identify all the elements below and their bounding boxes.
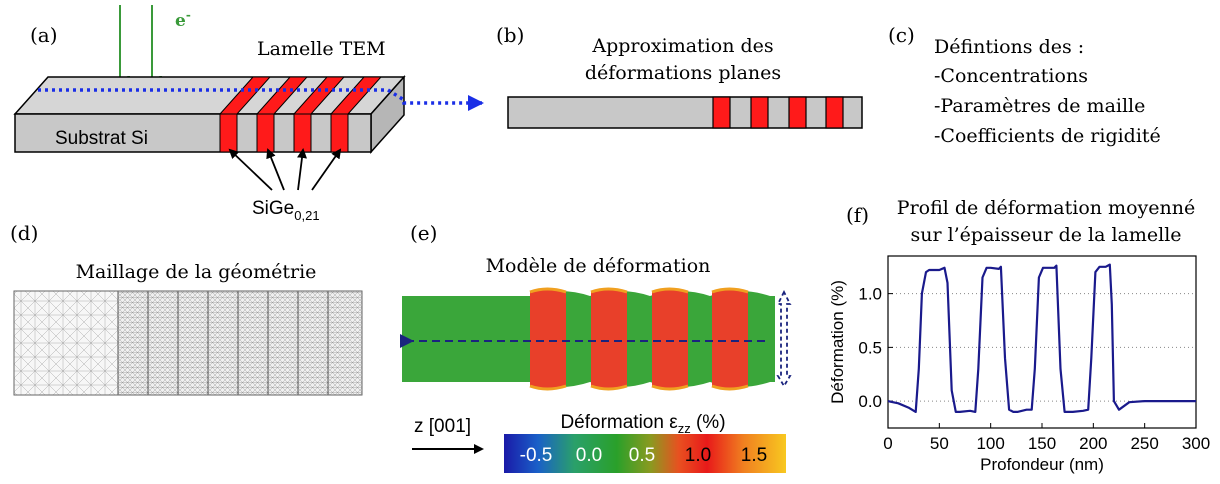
sige-label: SiGe0,21: [252, 198, 320, 223]
x-tick-label-6: 300: [1182, 434, 1210, 453]
strain-edge-4: [711, 287, 749, 294]
plane-strain-bar: [507, 96, 863, 129]
strain-layer-4: [712, 289, 748, 389]
colorbar: [504, 434, 786, 473]
panel-f-tag: (f): [846, 203, 869, 227]
mesh-texture-layers: [118, 291, 362, 395]
sige-front-1: [219, 113, 238, 153]
sige-layers-a: [218, 76, 383, 153]
strain-profile-line: [887, 263, 1196, 413]
panel-e-tag: (e): [410, 221, 437, 245]
x-tick-label-3: 150: [1028, 434, 1056, 453]
panel-f-title-1: Profil de déformation moyenné: [897, 197, 1195, 219]
panel-f-title-2: sur l’épaisseur de la lamelle: [910, 224, 1181, 246]
strain-edge-8: [711, 384, 749, 391]
sige-pointer-1: [228, 148, 273, 191]
mesh-interfaces: [117, 291, 329, 395]
x-tick-label-1: 50: [930, 434, 949, 453]
strain-edge-5: [529, 384, 567, 391]
panel-c-line-4: -Coefficients de rigidité: [934, 125, 1161, 147]
y-tick-label-0: 0.0: [858, 392, 882, 411]
panel-b: (b) Approximation des déformations plane…: [496, 23, 863, 129]
panel-d-title: Maillage de la géométrie: [76, 261, 317, 283]
x-tick-label-5: 250: [1130, 434, 1158, 453]
sige-b-4: [825, 96, 844, 129]
mesh-texture-substrate: [14, 291, 118, 395]
mesh-border: [13, 290, 363, 396]
panel-a: (a) e- Lamelle TEM Substrat Si: [13, 5, 484, 223]
panel-c-line-1: Défintions des :: [934, 36, 1084, 58]
panel-e-title: Modèle de déformation: [486, 255, 711, 277]
x-tick-label-4: 200: [1079, 434, 1107, 453]
sige-layers-b: [712, 96, 844, 129]
strain-edge-6: [590, 384, 628, 391]
sige-front-3: [293, 113, 312, 153]
strain-layer-1: [530, 289, 566, 389]
panel-c-line-3: -Paramètres de maille: [934, 95, 1145, 117]
z-axis-label: z [001]: [414, 416, 471, 437]
strain-edge-2: [590, 287, 628, 294]
y-tick-label-2: 1.0: [858, 285, 882, 304]
panel-c: (c) Défintions des : -Concentrations -Pa…: [888, 23, 1161, 147]
colorbar-tick-1: -0.5: [520, 445, 553, 466]
sige-b-1: [712, 96, 731, 129]
lamella-label: Lamelle TEM: [257, 38, 386, 60]
sige-pointer-arrows: [228, 148, 342, 191]
colorbar-tick-5: 1.5: [741, 445, 767, 466]
colorbar-tick-3: 0.5: [629, 445, 655, 466]
strain-layer-edges: [529, 287, 749, 391]
strain-edge-7: [651, 384, 689, 391]
x-axis-label: Profondeur (nm): [980, 455, 1104, 474]
panel-c-tag: (c): [888, 23, 915, 47]
x-tick-label-2: 100: [976, 434, 1004, 453]
sige-front-4: [330, 113, 349, 153]
colorbar-title: Déformation εzz (%): [560, 412, 725, 436]
substrate-front-face: [14, 113, 372, 153]
panel-b-title-2: déformations planes: [585, 62, 781, 84]
beam-label: e-: [175, 8, 191, 31]
panel-b-title-1: Approximation des: [591, 35, 773, 57]
strain-layer-3: [652, 289, 688, 389]
strain-map-layers: [530, 289, 748, 389]
panel-c-line-2: -Concentrations: [934, 65, 1088, 87]
panel-b-tag: (b): [496, 23, 524, 47]
projection-dotted-line: [38, 88, 484, 111]
sige-top-3: [292, 76, 346, 115]
sige-pointer-4: [311, 148, 342, 191]
panel-f: (f) Profil de déformation moyenné sur l’…: [828, 197, 1210, 474]
strain-layer-2: [591, 289, 627, 389]
sige-pointer-2: [266, 148, 285, 191]
substrate-label: Substrat Si: [55, 128, 148, 149]
y-tick-label-1: 0.5: [858, 338, 882, 357]
sige-b-3: [788, 96, 807, 129]
panel-d-tag: (d): [10, 221, 38, 245]
y-axis-label: Déformation (%): [828, 280, 847, 404]
colorbar-tick-2: 0.0: [576, 445, 602, 466]
sige-front-2: [256, 113, 275, 153]
sige-pointer-3: [297, 148, 307, 191]
panel-d: (d) Maillage de la géométrie: [10, 221, 363, 396]
strain-edge-3: [651, 287, 689, 294]
strain-profile-chart: 0 50 100 150 200 250 300 0.0 0.5 1.0 Profondeur (n…: [828, 255, 1210, 474]
panel-a-tag: (a): [30, 23, 58, 47]
x-tick-label-0: 0: [883, 434, 892, 453]
panel-e: (e) Modèle de déformation z [001]: [400, 221, 792, 473]
averaging-double-arrow: [776, 289, 792, 388]
sige-b-2: [750, 96, 769, 129]
strain-edge-1: [529, 287, 567, 294]
colorbar-tick-4: 1.0: [685, 445, 711, 466]
